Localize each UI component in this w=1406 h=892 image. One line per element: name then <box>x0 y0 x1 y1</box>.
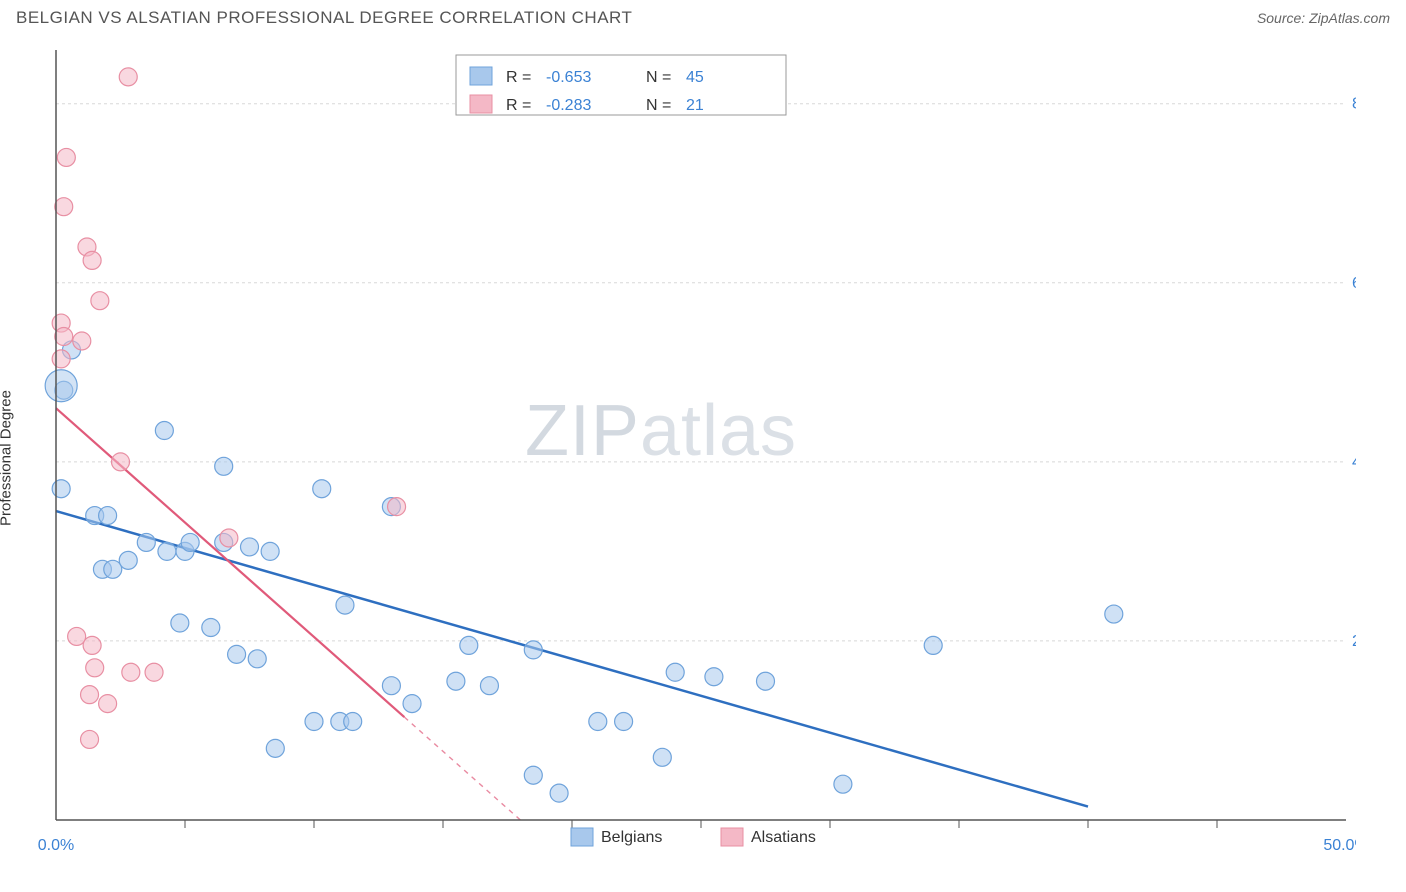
correlation-scatter-chart: ZIPatlas 0.0% 50.0% 2.0% 4.0% 6.0% 8.0% R = -0.6… <box>16 40 1356 860</box>
legend-r-label: R = <box>506 97 531 114</box>
series-label: Belgians <box>601 829 662 846</box>
y-tick-label: 2.0% <box>1352 633 1356 650</box>
svg-text:ZIPatlas: ZIPatlas <box>525 391 797 471</box>
data-point <box>86 659 104 677</box>
data-point <box>705 668 723 686</box>
legend-r-label: R = <box>506 69 531 86</box>
data-point <box>305 713 323 731</box>
data-point <box>181 533 199 551</box>
data-point <box>81 730 99 748</box>
data-point <box>119 68 137 86</box>
legend-r-value: -0.283 <box>546 97 591 114</box>
legend-n-label: N = <box>646 69 671 86</box>
data-point <box>220 529 238 547</box>
chart-header: BELGIAN VS ALSATIAN PROFESSIONAL DEGREE … <box>0 0 1406 32</box>
source-label: Source: ZipAtlas.com <box>1257 10 1390 26</box>
data-point <box>215 457 233 475</box>
data-point <box>266 739 284 757</box>
data-point <box>155 422 173 440</box>
y-tick-label: 6.0% <box>1352 275 1356 292</box>
data-point <box>202 619 220 637</box>
data-point <box>57 148 75 166</box>
legend-n-label: N = <box>646 97 671 114</box>
legend-swatch <box>470 95 492 113</box>
y-tick-label: 4.0% <box>1352 454 1356 471</box>
data-point <box>83 251 101 269</box>
data-point <box>52 350 70 368</box>
series-swatch <box>721 828 743 846</box>
data-point <box>447 672 465 690</box>
data-point <box>83 636 101 654</box>
data-point <box>524 641 542 659</box>
data-point <box>924 636 942 654</box>
data-point <box>145 663 163 681</box>
data-point <box>119 551 137 569</box>
data-point <box>261 542 279 560</box>
data-point <box>241 538 259 556</box>
data-point <box>403 695 421 713</box>
data-point <box>45 370 77 402</box>
data-point <box>550 784 568 802</box>
legend-r-value: -0.653 <box>546 69 591 86</box>
legend-n-value: 45 <box>686 69 704 86</box>
data-point <box>99 695 117 713</box>
data-point <box>52 480 70 498</box>
data-point <box>73 332 91 350</box>
data-point <box>757 672 775 690</box>
data-point <box>336 596 354 614</box>
data-point <box>615 713 633 731</box>
data-point <box>589 713 607 731</box>
data-point <box>81 686 99 704</box>
data-point <box>313 480 331 498</box>
series-swatch <box>571 828 593 846</box>
data-point <box>55 328 73 346</box>
x-tick-label: 50.0% <box>1323 837 1356 854</box>
data-point <box>480 677 498 695</box>
data-point <box>388 498 406 516</box>
y-tick-label: 8.0% <box>1352 96 1356 113</box>
series-label: Alsatians <box>751 829 816 846</box>
data-point <box>137 533 155 551</box>
data-point <box>55 198 73 216</box>
data-point <box>122 663 140 681</box>
data-point <box>91 292 109 310</box>
x-tick-label: 0.0% <box>38 837 74 854</box>
data-point <box>171 614 189 632</box>
data-point <box>99 507 117 525</box>
y-axis-label: Professional Degree <box>0 390 15 526</box>
data-point <box>382 677 400 695</box>
data-point <box>112 453 130 471</box>
legend-swatch <box>470 67 492 85</box>
data-point <box>460 636 478 654</box>
data-point <box>524 766 542 784</box>
data-point <box>344 713 362 731</box>
data-point <box>1105 605 1123 623</box>
data-point <box>158 542 176 560</box>
data-point <box>653 748 671 766</box>
data-point <box>248 650 266 668</box>
data-point <box>666 663 684 681</box>
legend-n-value: 21 <box>686 97 704 114</box>
data-point <box>834 775 852 793</box>
chart-title: BELGIAN VS ALSATIAN PROFESSIONAL DEGREE … <box>16 8 632 28</box>
data-point <box>228 645 246 663</box>
chart-container: Professional Degree ZIPatlas0.0%50.0%2.0… <box>16 40 1390 876</box>
